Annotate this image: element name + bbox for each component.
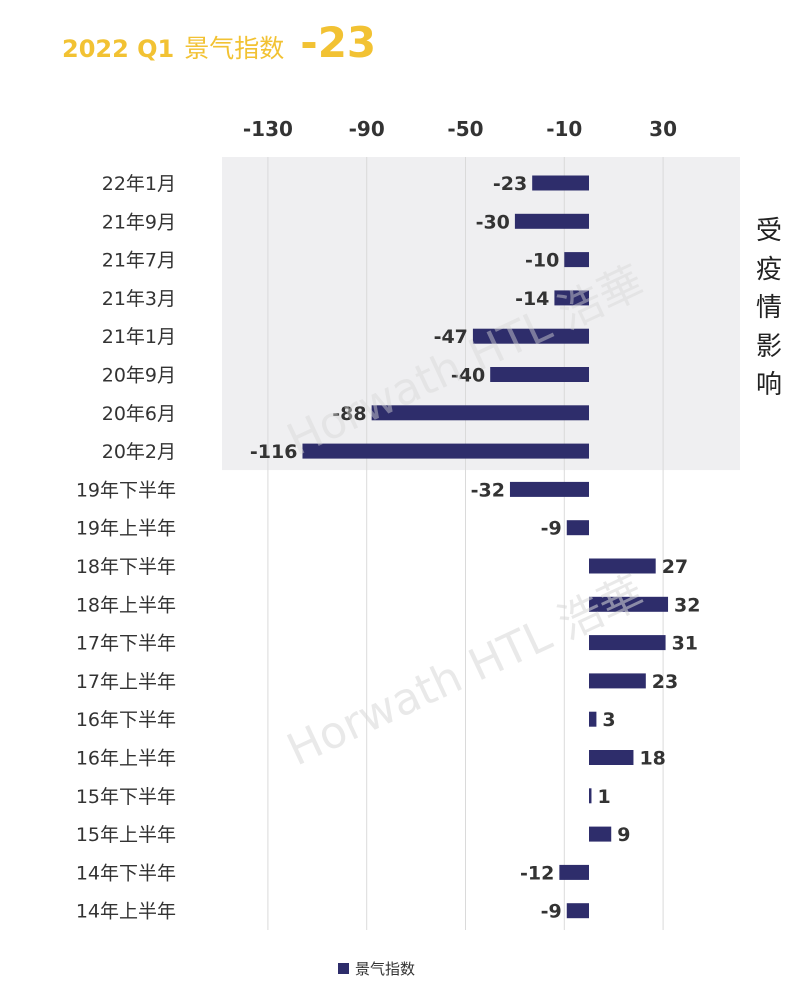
category-label: 16年下半年 (76, 709, 176, 731)
category-label: 21年3月 (102, 288, 176, 310)
data-label: 3 (602, 709, 615, 731)
data-label: -12 (520, 862, 554, 884)
bar (589, 635, 666, 651)
bar (566, 903, 589, 919)
data-label: -88 (332, 403, 366, 425)
data-label: -23 (493, 173, 527, 195)
bar (589, 826, 612, 842)
category-label: 21年9月 (102, 211, 176, 233)
data-label: -116 (250, 441, 298, 463)
category-label: 21年7月 (102, 250, 176, 272)
title-year-quarter: 2022 Q1 (62, 35, 175, 63)
bar (302, 443, 589, 459)
category-label: 17年下半年 (76, 633, 176, 655)
data-label: -47 (434, 326, 468, 348)
bar (589, 596, 669, 612)
bar (532, 175, 589, 191)
data-label: -32 (471, 479, 505, 501)
category-label: 18年下半年 (76, 556, 176, 578)
bar (566, 520, 589, 536)
bar (589, 750, 634, 765)
category-label: 21年1月 (102, 326, 176, 348)
bar (564, 252, 589, 268)
side-note-char: 响 (755, 370, 782, 401)
data-label: 31 (672, 633, 698, 655)
category-label: 15年上半年 (76, 824, 176, 846)
data-label: -10 (525, 250, 559, 272)
data-label: -14 (515, 288, 549, 310)
data-label: -40 (451, 365, 485, 387)
title-label: 景气指数 (184, 34, 285, 63)
category-label: 20年6月 (102, 403, 176, 425)
bar (509, 481, 589, 497)
category-label: 20年2月 (102, 441, 176, 463)
x-tick-label: 30 (649, 117, 677, 141)
side-note-char: 情 (755, 293, 782, 324)
data-label: 9 (617, 824, 630, 846)
legend-swatch (338, 963, 349, 974)
bar (554, 290, 589, 306)
side-note-char: 疫 (755, 254, 782, 285)
x-tick-label: -90 (349, 117, 385, 141)
side-annotation: 受疫情影响 (752, 212, 786, 405)
legend-label: 景气指数 (355, 960, 416, 978)
data-label: 27 (662, 556, 688, 578)
side-note-char: 受 (755, 216, 782, 246)
title-value: -23 (300, 18, 377, 67)
x-tick-label: -130 (243, 117, 293, 141)
chart-title: 2022 Q1 景气指数 -23 (62, 18, 376, 68)
category-label: 19年下半年 (76, 479, 176, 501)
data-label: 32 (674, 594, 700, 616)
x-tick-label: -10 (546, 117, 582, 141)
bar (589, 788, 592, 804)
data-label: 18 (639, 748, 665, 770)
category-label: 18年上半年 (76, 594, 176, 616)
category-label: 16年上半年 (76, 748, 176, 770)
category-label: 22年1月 (102, 173, 176, 195)
bar (559, 864, 589, 880)
category-label: 19年上半年 (76, 518, 176, 540)
data-label: -30 (476, 211, 510, 233)
data-label: 23 (652, 671, 678, 693)
side-note-char: 影 (755, 331, 782, 362)
bar (490, 367, 589, 382)
bar (514, 213, 589, 229)
data-label: -9 (541, 901, 562, 923)
category-label: 20年9月 (102, 365, 176, 387)
legend: 景气指数 (338, 958, 415, 979)
bar (589, 673, 646, 689)
bar (472, 328, 589, 344)
category-label: 17年上半年 (76, 671, 176, 693)
bar (371, 405, 589, 421)
category-label: 14年上半年 (76, 901, 176, 923)
bar (589, 711, 597, 727)
category-label: 14年下半年 (76, 862, 176, 884)
data-label: 1 (597, 786, 610, 808)
x-tick-label: -50 (447, 117, 483, 141)
data-label: -9 (541, 518, 562, 540)
bar (589, 558, 656, 574)
category-label: 15年下半年 (76, 786, 176, 808)
